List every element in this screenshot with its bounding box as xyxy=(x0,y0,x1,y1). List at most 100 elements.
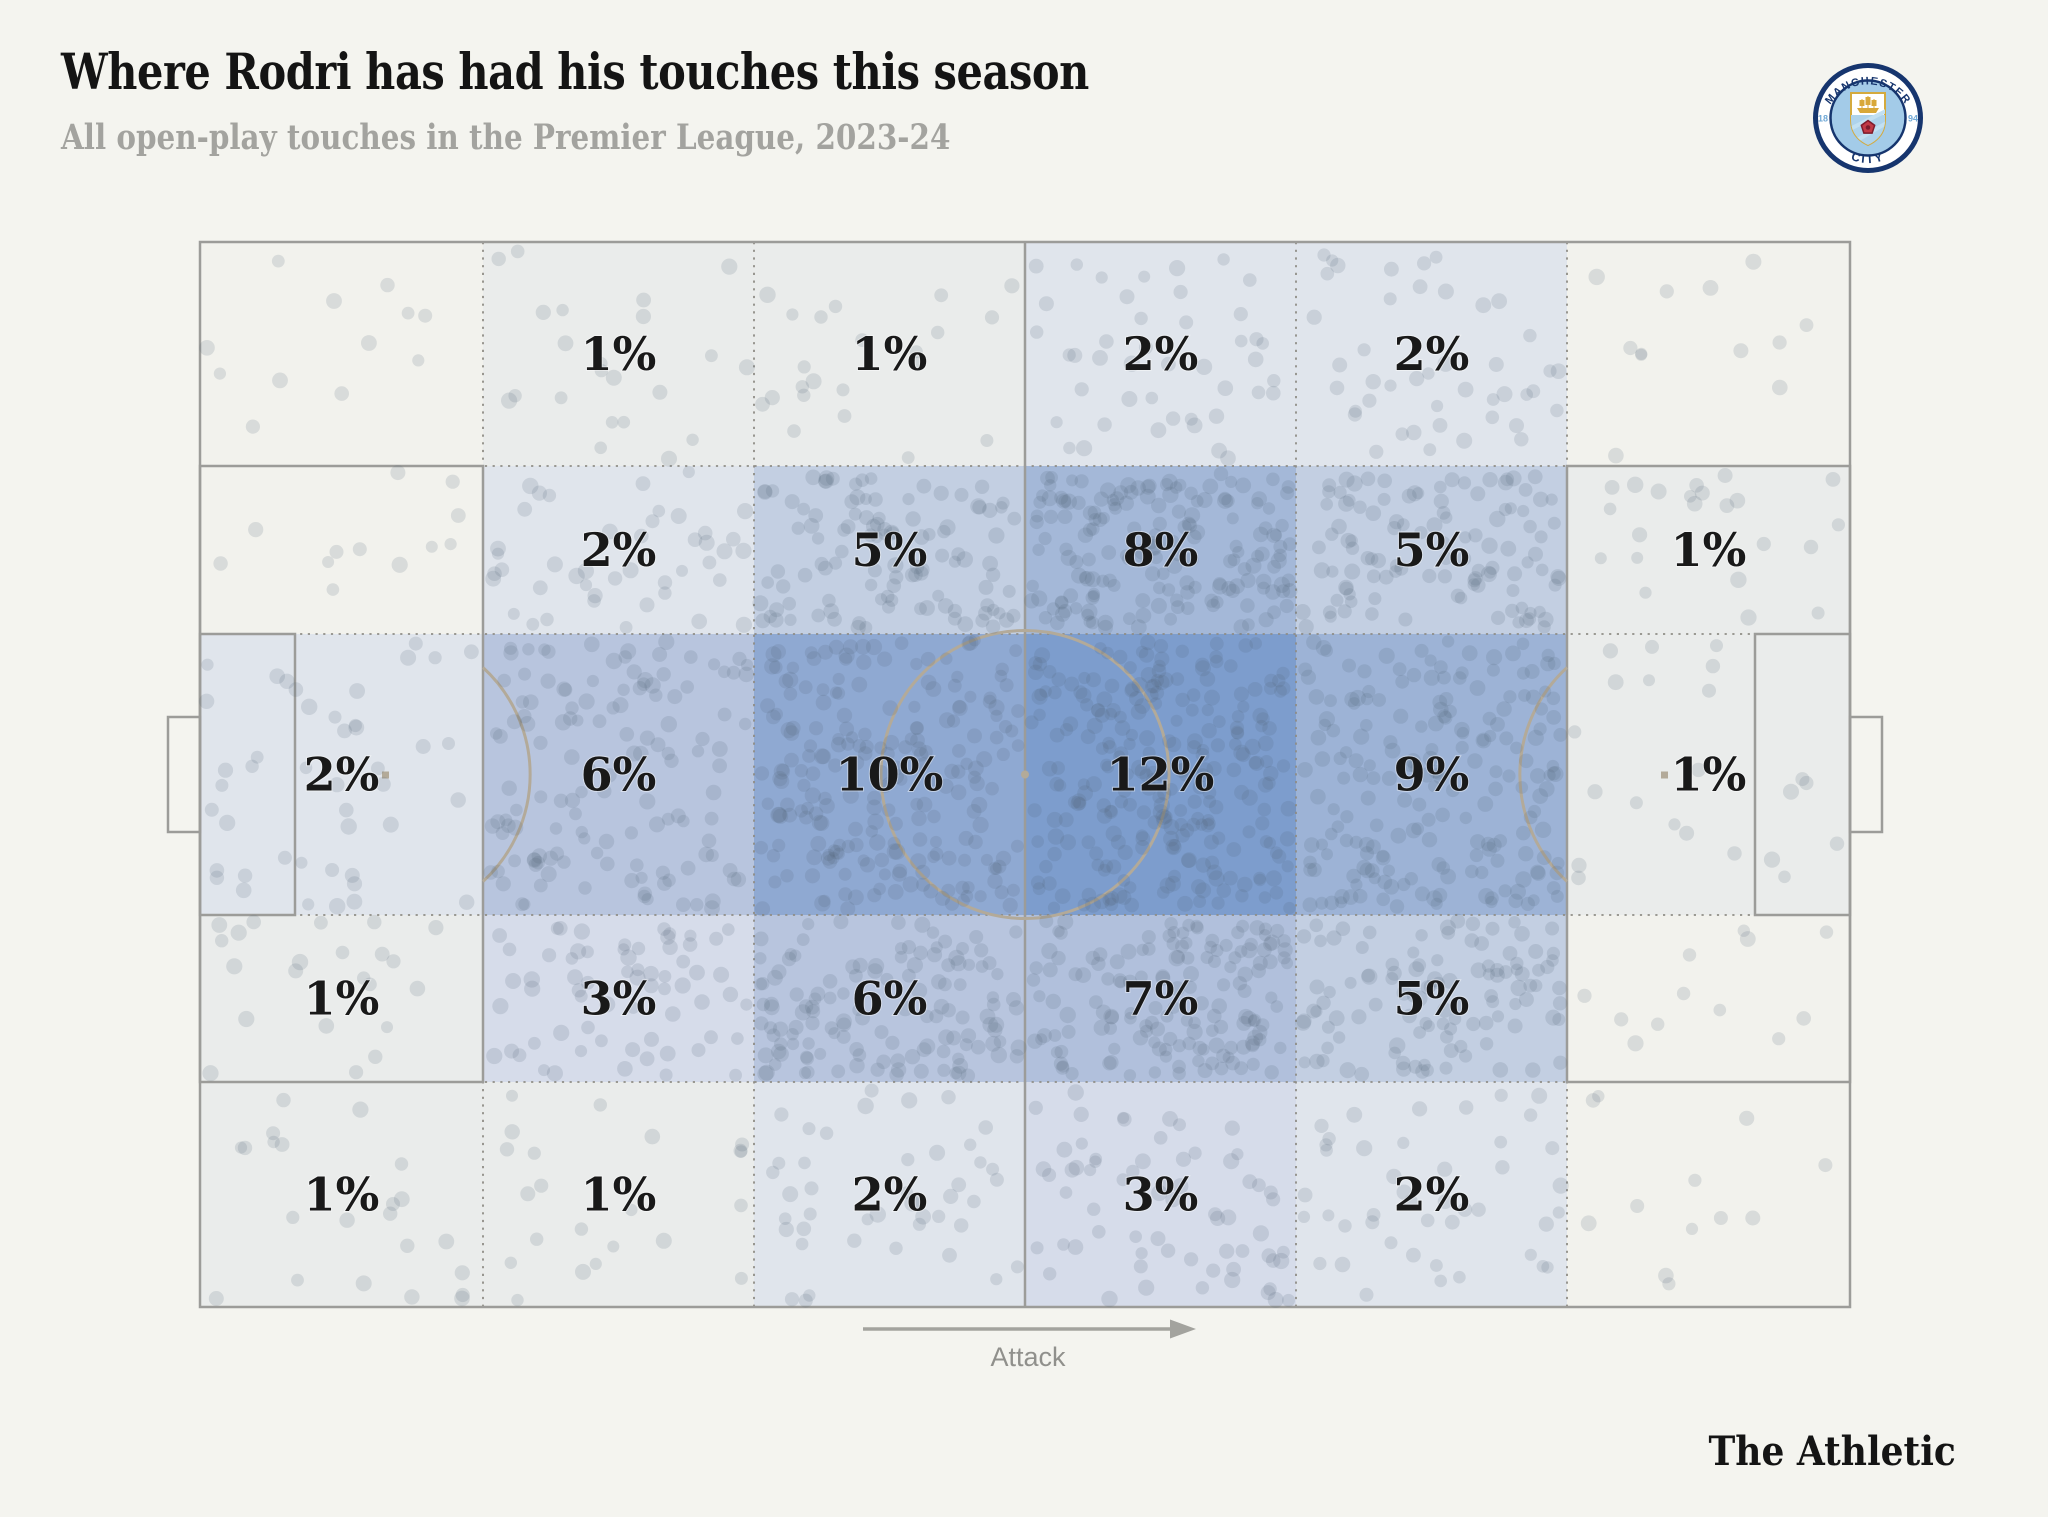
touch-dot xyxy=(784,494,800,510)
touch-dot xyxy=(985,567,1001,582)
touch-dot xyxy=(1408,758,1423,774)
touch-dot xyxy=(1136,943,1149,957)
touch-dot xyxy=(913,945,928,961)
touch-dot xyxy=(1149,550,1163,565)
touch-dot xyxy=(967,770,982,784)
touch-dot xyxy=(1082,552,1096,567)
touch-dot xyxy=(1485,410,1500,425)
touch-dot xyxy=(1437,355,1454,372)
touch-dot xyxy=(1281,860,1294,873)
touch-dot xyxy=(1252,707,1269,724)
touch-dot xyxy=(1545,493,1558,506)
touch-dot xyxy=(1075,1137,1088,1150)
touch-dot xyxy=(1208,408,1225,424)
touch-dot xyxy=(1060,834,1076,851)
touch-dot xyxy=(644,1128,661,1145)
touch-dot xyxy=(804,1181,819,1196)
zone-label-r4c0: 1% xyxy=(304,1168,380,1222)
touch-dot xyxy=(1344,595,1358,608)
touch-dot xyxy=(1459,1100,1474,1115)
touch-dot xyxy=(1067,347,1083,363)
touch-dot xyxy=(1280,486,1295,501)
touch-dot xyxy=(1518,992,1534,1007)
touch-dot xyxy=(818,791,832,806)
touch-dot xyxy=(1829,836,1845,851)
touch-dot xyxy=(1093,1019,1110,1036)
touch-dot xyxy=(1145,679,1160,694)
touch-dot xyxy=(1407,946,1420,959)
touch-dot xyxy=(219,814,236,832)
touch-dot xyxy=(1182,518,1198,533)
touch-dot xyxy=(1465,916,1481,931)
touch-dot xyxy=(933,485,949,501)
touch-dot xyxy=(620,949,637,966)
touch-dot xyxy=(464,644,479,660)
touch-dot xyxy=(951,1177,967,1193)
touch-dot xyxy=(1148,1036,1161,1049)
touch-dot xyxy=(1264,681,1278,695)
penalty-arc-left xyxy=(481,666,532,883)
touch-dot xyxy=(1253,873,1267,887)
touch-dot xyxy=(764,390,780,406)
touch-dot xyxy=(822,593,836,608)
touch-dot xyxy=(1272,674,1286,688)
touch-dot xyxy=(1135,645,1149,659)
touch-dot xyxy=(658,982,671,996)
touch-dot xyxy=(784,752,799,768)
touch-dot xyxy=(1479,1037,1494,1051)
touch-dot xyxy=(326,293,342,309)
touch-dot xyxy=(1366,1208,1381,1222)
touch-dot xyxy=(1124,683,1139,698)
touch-dot xyxy=(1317,248,1331,262)
touch-dot xyxy=(1534,530,1548,544)
touch-dot xyxy=(771,964,787,980)
touch-dot xyxy=(1520,388,1533,401)
touch-dot xyxy=(1170,949,1185,964)
touch-dot xyxy=(876,1054,891,1070)
touch-dot xyxy=(1253,871,1267,885)
touch-dot xyxy=(1042,962,1058,978)
touch-dot xyxy=(1342,889,1359,905)
touch-dot xyxy=(1335,921,1351,936)
touch-dot xyxy=(487,566,502,581)
touch-dot xyxy=(1173,1118,1186,1132)
touch-dot xyxy=(1027,803,1042,818)
touch-dot xyxy=(1477,796,1494,812)
touch-dot xyxy=(1314,1118,1329,1133)
touch-dot xyxy=(1257,802,1272,817)
touch-dot xyxy=(522,643,535,656)
touch-dot xyxy=(1629,796,1643,810)
touch-dot xyxy=(814,748,830,765)
touch-dot xyxy=(1385,957,1400,972)
touch-dot xyxy=(1256,942,1272,958)
touch-dot xyxy=(1369,444,1384,459)
badge-year-18: 18 xyxy=(1818,114,1828,124)
touch-dot xyxy=(915,1208,931,1225)
touch-dot xyxy=(1258,735,1274,752)
touch-dot xyxy=(1277,934,1291,948)
touch-dot xyxy=(958,853,972,867)
touch-dot xyxy=(1228,951,1242,965)
touch-dot xyxy=(1043,1267,1057,1281)
touch-dot xyxy=(1378,569,1394,585)
touch-dot xyxy=(836,707,853,724)
touch-dot xyxy=(652,384,668,400)
touch-dot xyxy=(835,1013,852,1030)
touch-dot xyxy=(1231,710,1245,723)
touch-dot xyxy=(901,940,917,955)
touch-dot xyxy=(1432,976,1445,990)
touch-dot xyxy=(995,501,1008,514)
touch-dot xyxy=(209,863,225,878)
touch-dot xyxy=(490,540,506,557)
touch-dot xyxy=(974,479,990,494)
touch-dot xyxy=(698,846,714,863)
touch-dot xyxy=(550,921,564,935)
touch-dot xyxy=(858,746,873,761)
touch-dot xyxy=(1370,553,1386,569)
touch-dot xyxy=(815,694,832,711)
touch-dot xyxy=(805,1016,820,1031)
touch-dot xyxy=(1231,1148,1244,1161)
touch-dot xyxy=(1204,940,1217,954)
touch-dot xyxy=(882,803,896,817)
touch-dot xyxy=(1112,973,1128,988)
